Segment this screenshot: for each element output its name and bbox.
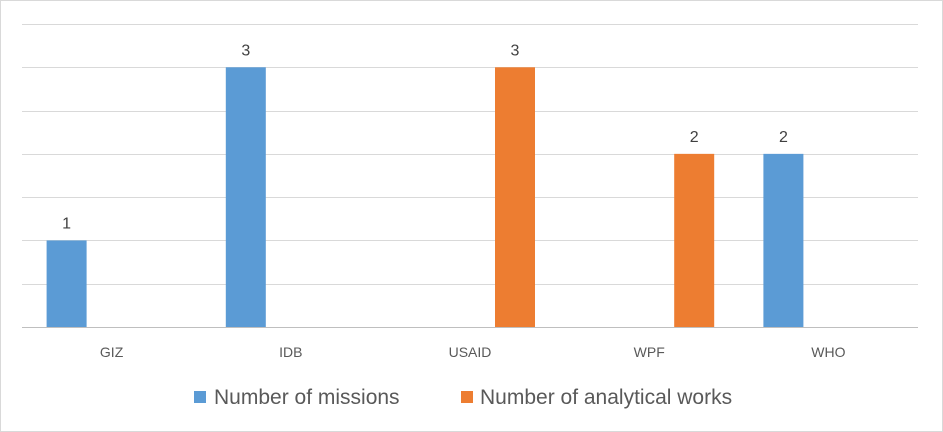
bar-idb-missions xyxy=(225,67,266,328)
bars xyxy=(46,67,804,328)
data-label-who: 2 xyxy=(779,129,788,146)
x-axis-tick-labels: GIZ IDB USAID WPF WHO xyxy=(100,344,846,360)
legend: Number of missions Number of analytical w… xyxy=(194,386,732,409)
data-labels: 1 3 3 2 2 xyxy=(62,42,788,232)
data-label-wpf: 2 xyxy=(690,129,699,146)
data-label-usaid: 3 xyxy=(511,42,520,59)
bar-who-missions xyxy=(763,153,804,327)
x-tick-label-who: WHO xyxy=(811,344,845,360)
x-tick-label-giz: GIZ xyxy=(100,344,124,360)
bar-giz-missions xyxy=(46,240,87,327)
data-label-idb: 3 xyxy=(241,42,250,59)
legend-label-analytical-works: Number of analytical works xyxy=(480,386,732,409)
legend-label-missions: Number of missions xyxy=(214,386,400,409)
x-tick-label-wpf: WPF xyxy=(634,344,665,360)
data-label-giz: 1 xyxy=(62,215,71,232)
x-tick-label-usaid: USAID xyxy=(449,344,492,360)
x-tick-label-idb: IDB xyxy=(279,344,302,360)
bar-wpf-analytical-works xyxy=(674,153,715,327)
legend-swatch-missions xyxy=(194,391,206,403)
legend-swatch-analytical-works xyxy=(461,391,473,403)
bar-usaid-analytical-works xyxy=(495,67,535,328)
